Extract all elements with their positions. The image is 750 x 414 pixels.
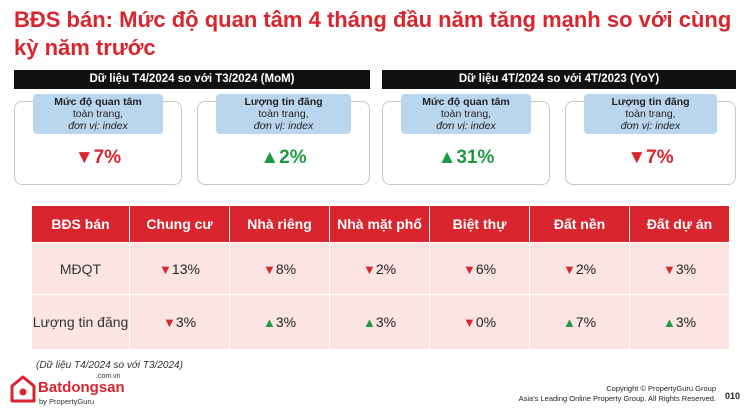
table-cell: ▼3%	[629, 242, 730, 295]
logo-name: Batdongsan	[38, 379, 125, 396]
cell-value: 7%	[575, 314, 597, 330]
table-cell: ▲3%	[629, 294, 730, 350]
arrow-down-icon: ▼	[562, 261, 576, 277]
cell-value: 2%	[375, 260, 397, 277]
copyright-line: Asia's Leading Online Property Group. Al…	[518, 394, 716, 403]
cell-value: 3%	[175, 314, 197, 330]
table-cell: ▼2%	[329, 242, 430, 295]
data-note: (Dữ liệu T4/2024 so với T3/2024)	[36, 360, 183, 371]
table-cell: ▼8%	[229, 242, 330, 295]
copyright-line: Copyright © PropertyGuru Group	[606, 384, 716, 393]
table-row: MĐQT ▼13% ▼8% ▼2% ▼6% ▼2% ▼3%	[31, 242, 730, 295]
section-header-mom: Dữ liệu T4/2024 so với T3/2024 (MoM)	[14, 70, 370, 89]
arrow-down-icon: ▼	[159, 261, 172, 277]
table-cell: ▲3%	[329, 294, 430, 350]
logo-byline: by PropertyGuru	[39, 397, 95, 406]
arrow-down-icon: ▼	[662, 261, 676, 277]
cell-value: 3%	[675, 260, 697, 277]
column-header: Chung cư	[129, 205, 230, 243]
table-cell: ▼13%	[129, 242, 230, 295]
card-scope: toàn trang,	[72, 108, 124, 120]
column-header: Nhà riêng	[229, 205, 330, 243]
arrow-down-icon: ▼	[462, 261, 476, 277]
table-cell: ▲7%	[529, 294, 630, 350]
cell-value: 3%	[375, 314, 397, 330]
card-scope: toàn trang,	[258, 108, 309, 120]
card-label: Lượng tin đăng toàn trang, đơn vị: index	[584, 94, 717, 134]
yoy-listings-card: Lượng tin đăng toàn trang, đơn vị: index…	[565, 94, 736, 185]
card-scope: toàn trang,	[625, 108, 676, 120]
card-unit: đơn vị: index	[620, 120, 681, 132]
arrow-down-icon: ▼	[162, 315, 176, 330]
card-unit: đơn vị: index	[68, 120, 128, 132]
table-header-row: BĐS bán Chung cư Nhà riêng Nhà mặt phố B…	[31, 205, 730, 243]
arrow-up-icon: ▲	[562, 315, 576, 330]
card-unit: đơn vị: index	[436, 120, 496, 132]
table-cell: ▼3%	[129, 294, 230, 350]
table-cell: ▼0%	[429, 294, 530, 350]
table-cell: ▼6%	[429, 242, 530, 295]
card-title: Mức độ quan tâm	[54, 96, 142, 108]
cell-value: 13%	[171, 260, 200, 277]
segment-change-table: BĐS bán Chung cư Nhà riêng Nhà mặt phố B…	[31, 205, 730, 350]
row-label: Lượng tin đăng	[31, 294, 130, 350]
card-value: ▼7%	[74, 147, 122, 168]
batdongsan-logo: .com.vn Batdongsan by PropertyGuru	[10, 373, 140, 409]
column-header: BĐS bán	[31, 205, 130, 243]
cell-value: 2%	[575, 260, 597, 277]
card-label: Mức độ quan tâm toàn trang, đơn vị: inde…	[401, 94, 531, 134]
cell-value: 3%	[275, 314, 297, 330]
arrow-down-icon: ▼	[362, 261, 376, 277]
card-label: Mức độ quan tâm toàn trang, đơn vị: inde…	[33, 94, 163, 134]
mom-listings-card: Lượng tin đăng toàn trang, đơn vị: index…	[197, 94, 370, 185]
arrow-down-icon: ▼	[462, 315, 476, 330]
table-cell: ▲3%	[229, 294, 330, 350]
card-title: Mức độ quan tâm	[422, 96, 510, 108]
arrow-down-icon: ▼	[262, 261, 276, 277]
arrow-up-icon: ▲	[362, 315, 376, 330]
card-value: ▼7%	[627, 147, 674, 168]
column-header: Đất nền	[529, 205, 630, 243]
column-header: Đất dự án	[629, 205, 730, 243]
cell-value: 3%	[675, 314, 697, 330]
card-unit: đơn vị: index	[253, 120, 314, 132]
arrow-up-icon: ▲	[662, 315, 676, 330]
row-label: MĐQT	[31, 242, 130, 295]
house-logo-icon	[10, 375, 36, 403]
card-value: ▲2%	[260, 147, 307, 168]
table-cell: ▼2%	[529, 242, 630, 295]
page-number: 010	[724, 391, 740, 401]
card-scope: toàn trang,	[440, 108, 492, 120]
card-value: ▲31%	[437, 147, 495, 168]
copyright: Copyright © PropertyGuru Group Asia's Le…	[519, 384, 716, 404]
card-label: Lượng tin đăng toàn trang, đơn vị: index	[216, 94, 351, 134]
card-title: Lượng tin đăng	[611, 96, 690, 108]
yoy-interest-card: Mức độ quan tâm toàn trang, đơn vị: inde…	[382, 94, 550, 185]
mom-interest-card: Mức độ quan tâm toàn trang, đơn vị: inde…	[14, 94, 182, 185]
table-row: Lượng tin đăng ▼3% ▲3% ▲3% ▼0% ▲7% ▲3%	[31, 294, 730, 350]
arrow-up-icon: ▲	[262, 315, 276, 330]
page-title: BĐS bán: Mức độ quan tâm 4 tháng đầu năm…	[14, 7, 732, 60]
cell-value: 6%	[475, 260, 497, 277]
logo-domain: .com.vn	[96, 373, 121, 380]
card-title: Lượng tin đăng	[244, 96, 323, 108]
column-header: Biệt thự	[429, 205, 530, 243]
cell-value: 8%	[275, 260, 297, 277]
column-header: Nhà mặt phố	[329, 205, 430, 243]
section-header-yoy: Dữ liệu 4T/2024 so với 4T/2023 (YoY)	[382, 70, 736, 89]
cell-value: 0%	[475, 314, 497, 330]
